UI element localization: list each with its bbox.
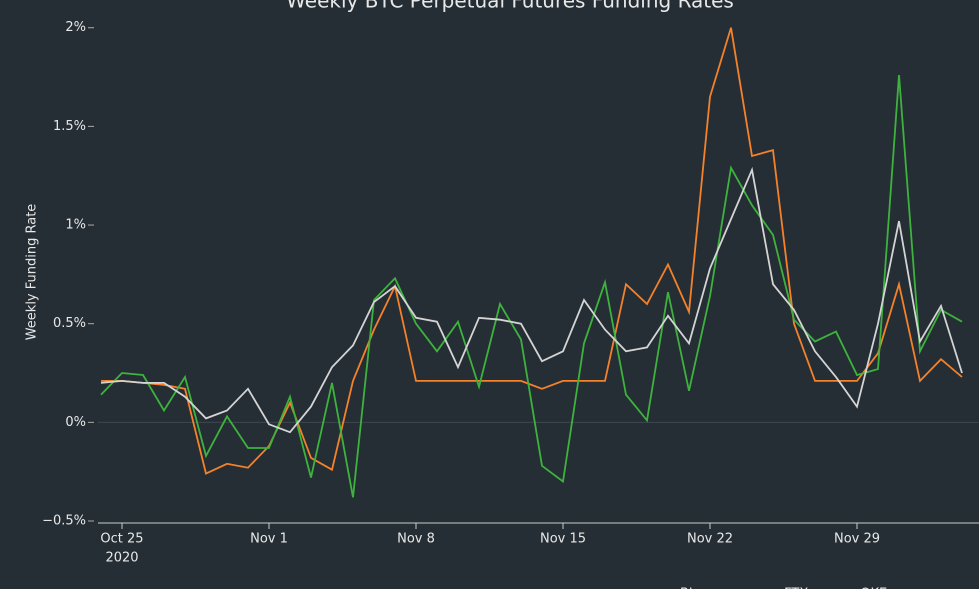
y-tick-label: 0.5% (53, 316, 86, 331)
y-tick-label: −0.5% (42, 514, 86, 529)
series-line (100, 166, 963, 434)
x-tick-label: Oct 25 (100, 532, 143, 547)
y-tick-label: 1.5% (53, 119, 86, 134)
legend-label: Binance (680, 587, 732, 589)
y-tick-label: 1% (65, 218, 86, 233)
x-tick-label: Nov 8 (397, 532, 435, 547)
x-tick-label: Nov 1 (250, 532, 288, 547)
y-tick-label: 2% (65, 20, 86, 35)
y-axis-label: Weekly Funding Rate (25, 204, 40, 341)
y-tick-label: 0% (65, 415, 86, 430)
x-tick-sublabel: 2020 (105, 551, 138, 566)
legend-label: OKEx (860, 587, 895, 589)
chart-title: Weekly BTC Perpetual Futures Funding Rat… (286, 0, 734, 13)
x-tick-label: Nov 22 (687, 532, 733, 547)
x-tick-label: Nov 15 (540, 532, 586, 547)
series-line (101, 27, 963, 475)
legend-label: FTX (784, 587, 808, 589)
x-tick-label: Nov 29 (834, 532, 880, 547)
series-line (100, 75, 963, 498)
